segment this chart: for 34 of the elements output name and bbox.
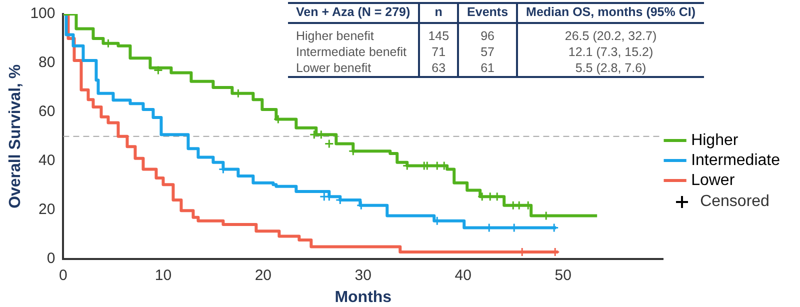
x-tick-label: 40 [454,266,472,284]
legend-label: Lower [691,172,736,189]
annotation: 57 [458,44,518,60]
x-tick-label: 20 [254,266,272,284]
annotation: Higher benefit [295,28,375,44]
annotation: Lower benefit [288,60,420,77]
annotation: 145 [419,23,458,44]
y-tick-label: 60 [38,103,56,120]
annotation: 5.5 (2.8, 7.6) [517,60,704,77]
legend-label: Intermediate [691,152,780,169]
y-axis-title: Overall Survival, % [7,64,24,208]
annotation: 96 [458,23,518,44]
annotation: n [419,3,458,23]
y-tick-label: 40 [38,152,56,170]
y-tick-label: 100 [30,5,56,22]
legend-label: Higher [691,132,739,149]
y-tick-label: 0 [46,250,56,267]
x-tick-label: 10 [154,266,172,284]
annotation: 61 [458,60,518,77]
annotation: Ven + Aza (N = 279) [288,3,420,23]
annotation: 12.1 (7.3, 15.2) [517,44,704,60]
x-tick-label: 30 [354,266,372,284]
annotation: Events [458,3,518,23]
annotation: 71 [419,44,458,60]
x-tick-label: 0 [59,266,68,284]
y-tick-label: 80 [38,54,56,72]
annotation: 63 [419,60,458,77]
annotation: Median OS, months (95% CI) [517,3,704,23]
y-tick-label: 20 [38,200,56,218]
annotation: Intermediate benefit [295,44,408,60]
text: Censored [700,192,770,210]
x-tick-label: 50 [554,266,572,284]
x-axis-title: Months [334,288,392,306]
annotation: 26.5 (20.2, 32.7) [517,23,704,44]
